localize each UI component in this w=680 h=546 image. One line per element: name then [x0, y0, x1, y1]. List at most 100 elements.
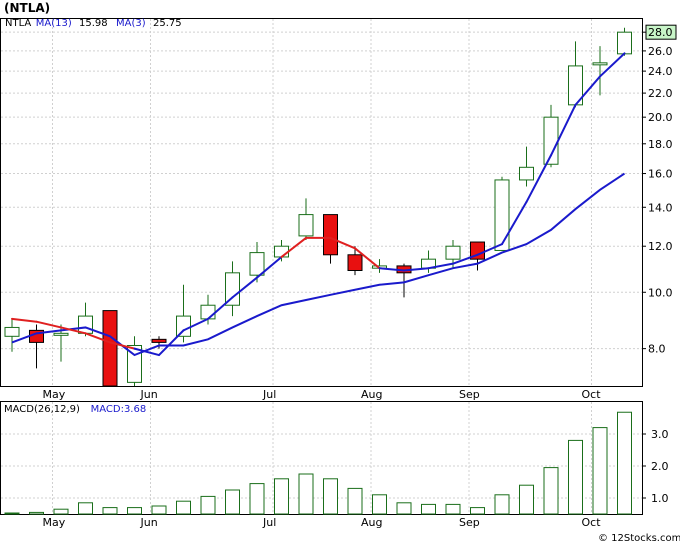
macd-bar	[470, 507, 485, 515]
ma3-segment	[452, 253, 479, 265]
macd-bar	[176, 500, 191, 515]
price-tick-label: 20.0	[648, 111, 673, 124]
macd-month-label: Jun	[140, 516, 158, 529]
ma3-segment	[133, 347, 160, 357]
macd-month-label: Sep	[459, 516, 480, 529]
candle-up	[176, 315, 191, 337]
macd-bar	[53, 508, 69, 515]
price-tick-label: 18.0	[648, 138, 673, 151]
price-tick-label: 14.0	[648, 201, 673, 214]
ma3-segment	[280, 236, 307, 258]
macd-month-label: Aug	[361, 516, 382, 529]
price-month-label: May	[43, 388, 66, 401]
candle-down	[347, 254, 363, 271]
ma3-segment	[11, 317, 38, 323]
macd-bar	[617, 411, 632, 515]
ma3-segment	[158, 329, 185, 357]
macd-bar	[372, 494, 387, 515]
price-legend: NTLA MA(13) 15.98 MA(3) 25.75	[5, 18, 182, 29]
price-tick-label: 10.0	[648, 286, 673, 299]
price-tick-label: 12.0	[648, 240, 673, 253]
footer-credit: © 12Stocks.com	[598, 533, 680, 544]
legend-entry: 25.75	[153, 18, 182, 29]
candle-up	[249, 252, 265, 276]
price-month-label: Oct	[582, 388, 602, 401]
candle-down	[151, 338, 167, 343]
macd-bar	[225, 489, 240, 515]
macd-bar	[347, 487, 363, 515]
macd-grid	[1, 402, 642, 514]
macd-bar	[519, 484, 534, 515]
ma3-segment	[427, 262, 454, 270]
candle-down	[323, 214, 338, 256]
macd-tick-label: 2.0	[651, 460, 669, 473]
price-month-label: Jul	[262, 388, 276, 401]
moving-averages	[11, 52, 626, 357]
macd-bar	[4, 512, 20, 515]
macd-bar	[151, 505, 167, 515]
candle-up	[617, 31, 632, 55]
macd-panel: 1.0 2.0 3.0 May Jun Jul Aug Sep Oct MACD(26,12,…	[0, 401, 669, 529]
macd-y-axis: 1.0 2.0 3.0	[642, 428, 669, 505]
macd-bar	[568, 439, 583, 515]
legend-entry: NTLA	[5, 18, 31, 29]
macd-bar	[323, 478, 338, 515]
ma3-segment	[35, 320, 62, 329]
last-price-box: 28.0	[645, 24, 677, 40]
ma3-segment	[231, 276, 258, 299]
price-tick-label: 8.0	[648, 343, 666, 356]
price-tick-label: 22.0	[648, 87, 673, 100]
macd-bar	[249, 483, 265, 515]
candle-up	[274, 245, 289, 258]
macd-bar	[102, 507, 118, 515]
ma3-segment	[182, 317, 209, 332]
macd-bar	[274, 478, 289, 515]
ma3-segment	[354, 247, 381, 270]
ma3-segment	[207, 296, 234, 320]
ma3-segment	[403, 267, 430, 272]
price-tick-label: 26.0	[648, 45, 673, 58]
macd-panel-frame	[0, 401, 643, 515]
chart-title: (NTLA)	[4, 1, 50, 15]
macd-legend: MACD(26,12,9) MACD:3.68	[4, 404, 146, 415]
ma3-segment	[574, 75, 601, 106]
macd-tick-label: 1.0	[651, 492, 669, 505]
macd-month-label: Oct	[582, 516, 602, 529]
legend-entry: 15.98	[79, 18, 108, 29]
ma13-line	[11, 172, 626, 357]
price-panel: 8.0 10.0 12.0 14.0 16.0 18.0 20.0 22.0 24.0 26.0 2…	[0, 1, 677, 401]
ma3-segment	[550, 103, 577, 157]
candle-up	[200, 304, 216, 320]
price-tick-label: 24.0	[648, 65, 673, 78]
price-y-axis: 8.0 10.0 12.0 14.0 16.0 18.0 20.0 22.0 24.0 26.0 2…	[642, 26, 673, 356]
candle-up	[445, 245, 461, 260]
ma3-segment	[109, 341, 136, 350]
candle-up	[592, 62, 608, 66]
macd-month-label: Jul	[262, 516, 276, 529]
macd-bar	[29, 511, 44, 515]
candle-up	[225, 272, 240, 306]
macd-bar	[200, 495, 216, 515]
price-month-label: Sep	[459, 388, 480, 401]
candle-down	[470, 241, 485, 260]
candle-up	[78, 315, 93, 334]
macd-month-label: May	[43, 516, 66, 529]
ma3-segment	[525, 154, 552, 203]
macd-tick-label: 3.0	[651, 428, 669, 441]
ma3-segment	[60, 326, 87, 335]
candle-up	[4, 326, 20, 337]
ma3-segment	[476, 243, 503, 256]
ma3-segment	[378, 267, 405, 272]
macd-bars	[4, 411, 632, 515]
macd-bar	[494, 494, 510, 515]
candle-down	[102, 310, 118, 387]
macd-bar	[298, 473, 314, 515]
ma3-segment	[329, 236, 356, 250]
macd-bar	[543, 467, 559, 515]
macd-bar	[421, 503, 436, 515]
ma3-segment	[501, 200, 528, 246]
macd-bar	[78, 502, 93, 515]
macd-x-axis: May Jun Jul Aug Sep Oct	[43, 516, 602, 529]
legend-entry: MACD:3.68	[91, 404, 147, 415]
